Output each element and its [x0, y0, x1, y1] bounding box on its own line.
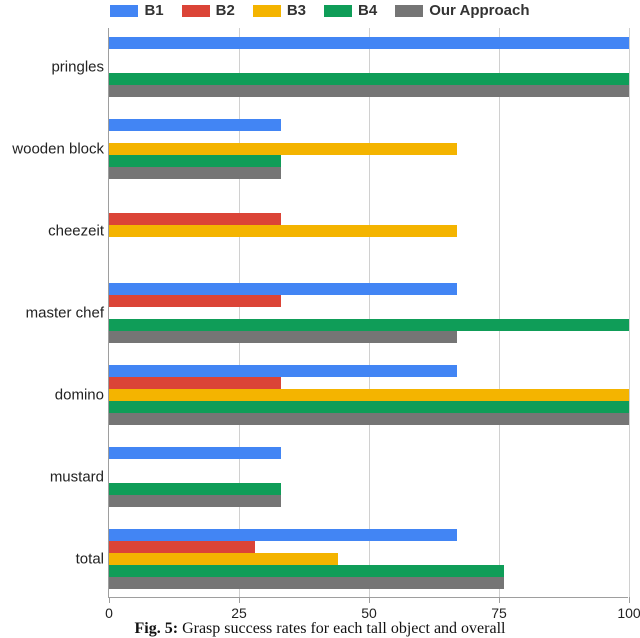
bar-b1 — [109, 37, 629, 49]
x-tick-label: 0 — [105, 605, 113, 621]
x-tick-label: 75 — [491, 605, 507, 621]
legend-label: B3 — [287, 2, 306, 19]
bar-our — [109, 577, 504, 589]
bar-b4 — [109, 401, 629, 413]
x-tick — [369, 597, 370, 603]
legend-item-b3: B3 — [253, 2, 306, 19]
y-tick-label: mustard — [50, 469, 104, 486]
y-tick-label: wooden block — [12, 141, 104, 158]
category-group — [109, 283, 628, 343]
bar-b3 — [109, 225, 457, 237]
y-tick-label: pringles — [51, 59, 104, 76]
gridline — [629, 28, 630, 597]
category-group — [109, 37, 628, 97]
legend-label: Our Approach — [429, 2, 529, 19]
category-group — [109, 201, 628, 261]
legend-label: B1 — [144, 2, 163, 19]
bar-b3 — [109, 553, 338, 565]
bar-b1 — [109, 119, 281, 131]
y-tick-label: total — [76, 551, 104, 568]
legend-item-our: Our Approach — [395, 2, 529, 19]
x-tick-label: 100 — [617, 605, 640, 621]
category-group — [109, 529, 628, 589]
x-tick — [109, 597, 110, 603]
x-tick-label: 25 — [231, 605, 247, 621]
figure-caption: Fig. 5: Grasp success rates for each tal… — [0, 620, 640, 638]
legend-label: B2 — [216, 2, 235, 19]
bar-b1 — [109, 447, 281, 459]
bar-b2 — [109, 541, 255, 553]
bar-b1 — [109, 529, 457, 541]
bar-b3 — [109, 389, 629, 401]
bar-b3 — [109, 143, 457, 155]
bar-our — [109, 85, 629, 97]
legend: B1 B2 B3 B4 Our Approach — [0, 0, 640, 19]
bar-b4 — [109, 319, 629, 331]
legend-swatch — [324, 5, 352, 17]
bar-b4 — [109, 73, 629, 85]
category-group — [109, 365, 628, 425]
bar-our — [109, 413, 629, 425]
bar-our — [109, 495, 281, 507]
chart-container: B1B2B3B4Our Approach 0255075100 pringles… — [0, 0, 640, 638]
legend-label: B4 — [358, 2, 377, 19]
legend-item-b1: B1 — [110, 2, 163, 19]
category-group — [109, 119, 628, 179]
legend-swatch — [395, 5, 423, 17]
bar-b4 — [109, 565, 504, 577]
legend-item-b4: B4 — [324, 2, 377, 19]
caption-prefix: Fig. 5: — [135, 620, 179, 637]
caption-text: Grasp success rates for each tall object… — [178, 620, 505, 637]
bar-b2 — [109, 213, 281, 225]
y-tick-label: master chef — [26, 305, 104, 322]
plot-area: 0255075100 — [108, 28, 628, 598]
bar-our — [109, 167, 281, 179]
legend-swatch — [253, 5, 281, 17]
bar-b1 — [109, 365, 457, 377]
bar-b2 — [109, 377, 281, 389]
y-tick-label: cheezeit — [48, 223, 104, 240]
legend-swatch — [182, 5, 210, 17]
bar-b2 — [109, 295, 281, 307]
x-tick-label: 50 — [361, 605, 377, 621]
x-tick — [499, 597, 500, 603]
x-tick — [239, 597, 240, 603]
x-tick — [629, 597, 630, 603]
category-group — [109, 447, 628, 507]
legend-swatch — [110, 5, 138, 17]
bar-our — [109, 331, 457, 343]
bar-b4 — [109, 483, 281, 495]
legend-item-b2: B2 — [182, 2, 235, 19]
bar-b1 — [109, 283, 457, 295]
bar-b4 — [109, 155, 281, 167]
y-tick-label: domino — [55, 387, 104, 404]
